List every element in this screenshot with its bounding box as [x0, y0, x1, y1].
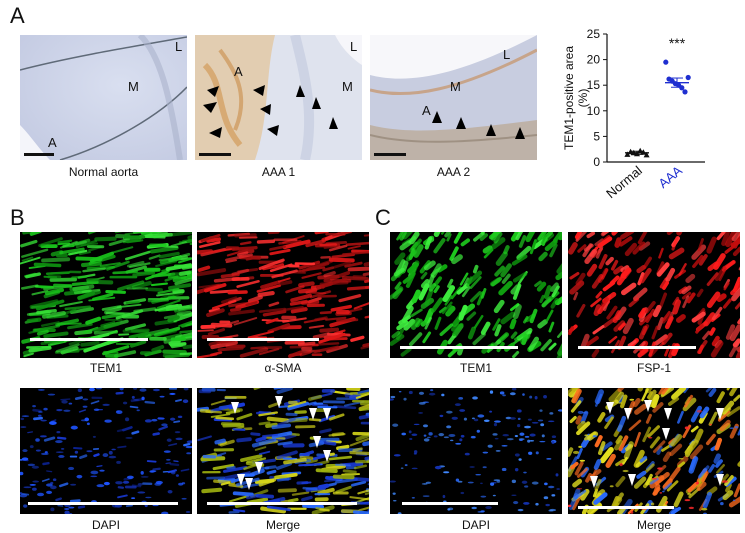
caption-aaa1: AAA 1: [261, 165, 296, 179]
fluor-tem1-c: [390, 232, 562, 358]
data-point: [679, 85, 685, 91]
caption-aaa2: AAA 2: [436, 165, 471, 179]
media-label: M: [128, 79, 139, 94]
y-tick-label: 25: [587, 27, 601, 41]
y-tick-label: 20: [587, 53, 601, 67]
adventitia-label: A: [234, 64, 243, 79]
caption-c-merge: Merge: [636, 518, 671, 532]
ihc-image-normal-aorta: [20, 35, 187, 160]
panel-label-b: B: [10, 205, 25, 230]
data-point: [637, 147, 644, 154]
ihc-image-aaa2: [370, 35, 537, 160]
lumen-label: L: [350, 39, 358, 54]
caption-b-dapi: DAPI: [91, 518, 120, 532]
fluor-merge-c: [568, 388, 740, 514]
y-tick-label: 15: [587, 78, 601, 92]
fluor-tem1-b: [20, 232, 192, 358]
fluor-dapi-c: [390, 388, 562, 514]
fluor-fsp1-c: [568, 232, 740, 358]
media-label: M: [450, 79, 461, 94]
scale-bar: [199, 153, 231, 156]
tem1-area-chart: 0 5 10 15 20 25 TEM1-positive area (%) *** Normal…: [555, 22, 740, 212]
fluor-asma-b: [197, 232, 369, 358]
lumen-label: L: [503, 47, 511, 62]
ihc-image-aaa1: [195, 35, 362, 160]
adventitia-label: A: [422, 103, 431, 118]
y-tick-label: 10: [587, 104, 601, 118]
caption-b-asma: α-SMA: [264, 361, 302, 375]
lumen-label: L: [175, 39, 183, 54]
scale-bar: [374, 153, 406, 156]
data-point: [624, 151, 631, 157]
caption-c-dapi: DAPI: [461, 518, 490, 532]
y-tick-label: 5: [593, 129, 600, 143]
significance-marker: ***: [669, 35, 686, 51]
caption-b-merge: Merge: [265, 518, 300, 532]
adventitia-label: A: [48, 135, 57, 150]
y-axis-label-unit: (%): [576, 89, 590, 108]
x-category-label: AAA: [655, 163, 685, 191]
media-label: M: [342, 79, 353, 94]
y-axis-label: TEM1-positive area: [562, 46, 576, 150]
fluor-dapi-b: [20, 388, 192, 514]
caption-c-fsp1: FSP-1: [636, 361, 671, 375]
data-point: [685, 74, 691, 81]
chart-svg: 0 5 10 15 20 25 TEM1-positive area (%) *** Normal…: [562, 27, 705, 201]
caption-c-tem1: TEM1: [459, 361, 492, 375]
caption-b-tem1: TEM1: [89, 361, 122, 375]
caption-normal-aorta: Normal aorta: [68, 165, 139, 179]
y-tick-label: 0: [593, 155, 600, 169]
x-category-label: Normal: [603, 163, 645, 201]
scale-bar: [24, 153, 54, 156]
data-point: [643, 151, 650, 158]
fluor-merge-b: [197, 388, 369, 514]
panel-label-a: A: [10, 3, 25, 28]
panel-label-c: C: [375, 205, 391, 230]
data-point: [663, 59, 669, 65]
data-point: [682, 89, 688, 95]
